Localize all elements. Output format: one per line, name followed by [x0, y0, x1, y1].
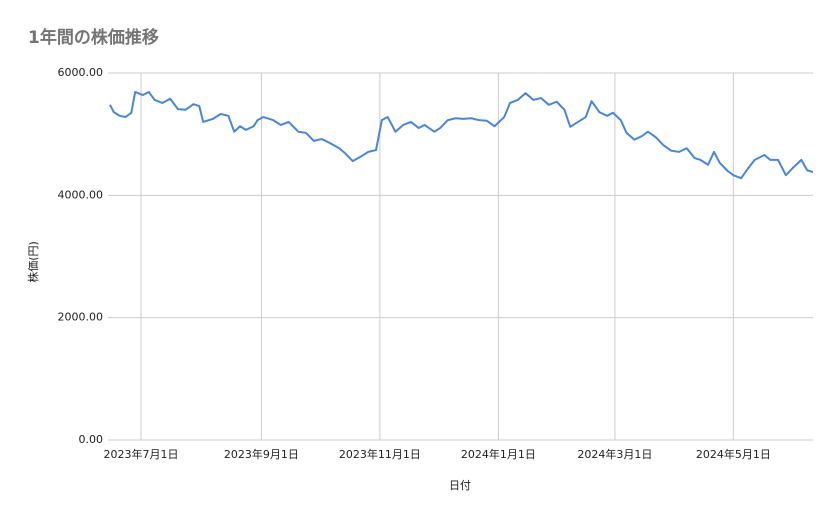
x-tick-label: 2024年3月1日 [577, 447, 652, 461]
x-axis-title: 日付 [449, 479, 471, 492]
y-tick-label: 0.00 [79, 433, 104, 446]
x-tick-label: 2023年9月1日 [224, 447, 299, 461]
x-tick-label: 2023年7月1日 [104, 447, 179, 461]
line-series [109, 90, 814, 180]
y-tick-label: 4000.00 [58, 188, 104, 201]
y-tick-label: 6000.00 [58, 66, 104, 79]
x-tick-label: 2023年11月1日 [339, 447, 421, 461]
x-tick-label: 2024年5月1日 [696, 447, 771, 461]
y-axis-title: 株価(円) [26, 241, 40, 283]
y-tick-label: 2000.00 [58, 311, 104, 324]
chart-title: 1年間の株価推移 [28, 27, 159, 48]
x-tick-label: 2024年1月1日 [461, 447, 536, 461]
